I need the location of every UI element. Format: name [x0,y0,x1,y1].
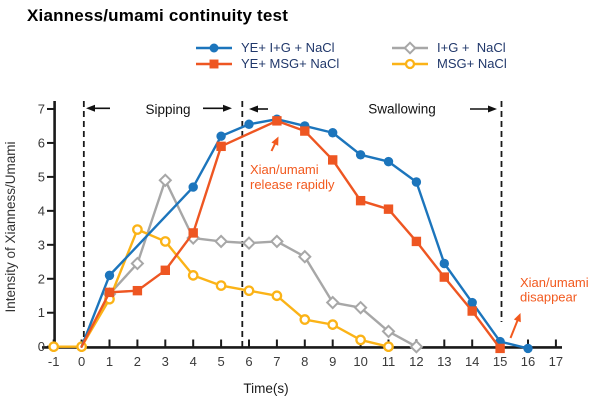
svg-text:2: 2 [134,354,141,369]
legend-label: I+G + NaCl [437,40,506,55]
svg-text:Sipping: Sipping [145,102,190,117]
region-label-sipping: Sipping [86,102,232,117]
legend-label: MSG+ NaCl [437,56,507,71]
phase-boundary-lines [82,101,503,347]
legend-label: YE+ I+G + NaCl [241,40,335,55]
svg-text:6: 6 [245,354,252,369]
legend-item-ig-nacl: I+G + NaCl [391,40,506,55]
legend-item-msg-nacl: MSG+ NaCl [391,56,507,71]
x-axis-label: Time(s) [243,381,288,396]
svg-text:1: 1 [38,305,45,320]
svg-text:11: 11 [382,354,396,369]
legend-label: YE+ MSG+ NaCl [241,56,340,71]
svg-text:3: 3 [162,354,169,369]
series-msg-nacl [48,224,394,353]
series-i-g-nacl [80,173,424,354]
svg-text:12: 12 [409,354,423,369]
svg-text:1: 1 [106,354,113,369]
svg-text:-1: -1 [48,354,60,369]
svg-text:7: 7 [38,101,45,116]
svg-text:5: 5 [38,169,45,184]
legend-marker-open-circle-icon [392,58,428,69]
legend-marker-filled-square-icon [196,59,232,68]
svg-text:Xian/umami: Xian/umami [250,162,319,177]
svg-text:10: 10 [353,354,367,369]
y-axis-label: Intensity of Xianness/Umami [3,141,18,312]
svg-text:disappear: disappear [520,290,578,305]
svg-text:14: 14 [465,354,479,369]
svg-text:6: 6 [38,135,45,150]
svg-text:4: 4 [190,354,197,369]
svg-text:2: 2 [38,271,45,286]
svg-text:7: 7 [273,354,280,369]
legend-marker-open-diamond-icon [392,40,428,55]
svg-text:13: 13 [437,354,451,369]
svg-text:15: 15 [493,354,507,369]
svg-text:release rapidly: release rapidly [250,177,335,192]
svg-text:Xian/umami: Xian/umami [520,275,589,290]
series-ye-i-g-nacl [80,114,533,354]
svg-text:Swallowing: Swallowing [368,102,436,117]
legend-item-ye-msg-nacl: YE+ MSG+ NaCl [195,56,339,71]
svg-text:8: 8 [301,354,308,369]
svg-text:3: 3 [38,237,45,252]
svg-text:0: 0 [78,354,85,369]
region-label-swallowing: Swallowing [249,102,497,117]
svg-text:4: 4 [38,203,45,218]
chart-title: Xianness/umami continuity test [27,6,289,25]
axes: -1 0 1 2 3 4 5 6 7 8 9 10 11 12 13 14 15 16 1701234567Time… [3,101,563,396]
legend-marker-filled-circle-icon [196,43,232,52]
svg-text:17: 17 [549,354,563,369]
svg-text:16: 16 [521,354,535,369]
svg-text:0: 0 [38,339,45,354]
series-ye-msg-nacl [80,116,505,354]
svg-text:9: 9 [329,354,336,369]
svg-text:5: 5 [217,354,224,369]
legend-item-ye-ig-nacl: YE+ I+G + NaCl [195,40,335,55]
